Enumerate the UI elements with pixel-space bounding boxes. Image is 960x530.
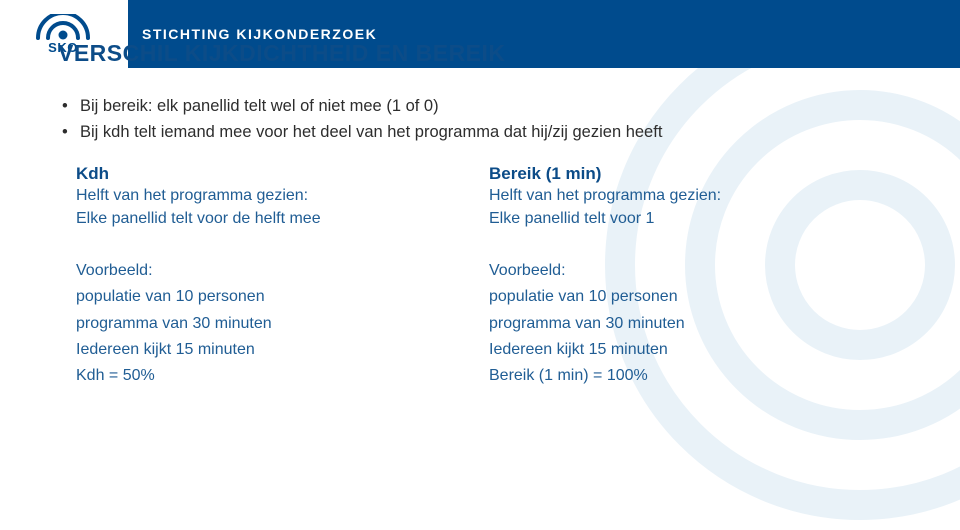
col-head: Kdh	[76, 164, 489, 184]
examples: Voorbeeld: populatie van 10 personen pro…	[76, 258, 902, 390]
columns: Kdh Helft van het programma gezien: Elke…	[76, 164, 902, 228]
ex-line: Voorbeeld:	[489, 258, 902, 284]
ex-line: Iedereen kijkt 15 minuten	[489, 337, 902, 363]
bullet-item: Bij bereik: elk panellid telt wel of nie…	[58, 93, 902, 119]
ex-line: populatie van 10 personen	[489, 284, 902, 310]
col-sub: Helft van het programma gezien:	[489, 187, 902, 205]
ex-line: Bereik (1 min) = 100%	[489, 363, 902, 389]
example-bereik: Voorbeeld: populatie van 10 personen pro…	[489, 258, 902, 390]
slide-content: VERSCHIL KIJKDICHTHEID EN BEREIK Bij ber…	[0, 0, 960, 390]
col-line: Elke panellid telt voor de helft mee	[76, 210, 489, 228]
bullet-item: Bij kdh telt iemand mee voor het deel va…	[58, 119, 902, 145]
page-title: VERSCHIL KIJKDICHTHEID EN BEREIK	[58, 40, 902, 67]
ex-line: populatie van 10 personen	[76, 284, 489, 310]
ex-line: programma van 30 minuten	[489, 311, 902, 337]
ex-line: programma van 30 minuten	[76, 311, 489, 337]
ex-line: Kdh = 50%	[76, 363, 489, 389]
example-kdh: Voorbeeld: populatie van 10 personen pro…	[76, 258, 489, 390]
ex-line: Voorbeeld:	[76, 258, 489, 284]
col-head: Bereik (1 min)	[489, 164, 902, 184]
col-bereik: Bereik (1 min) Helft van het programma g…	[489, 164, 902, 228]
col-sub: Helft van het programma gezien:	[76, 187, 489, 205]
col-kdh: Kdh Helft van het programma gezien: Elke…	[76, 164, 489, 228]
col-line: Elke panellid telt voor 1	[489, 210, 902, 228]
ex-line: Iedereen kijkt 15 minuten	[76, 337, 489, 363]
bullet-list: Bij bereik: elk panellid telt wel of nie…	[58, 93, 902, 146]
